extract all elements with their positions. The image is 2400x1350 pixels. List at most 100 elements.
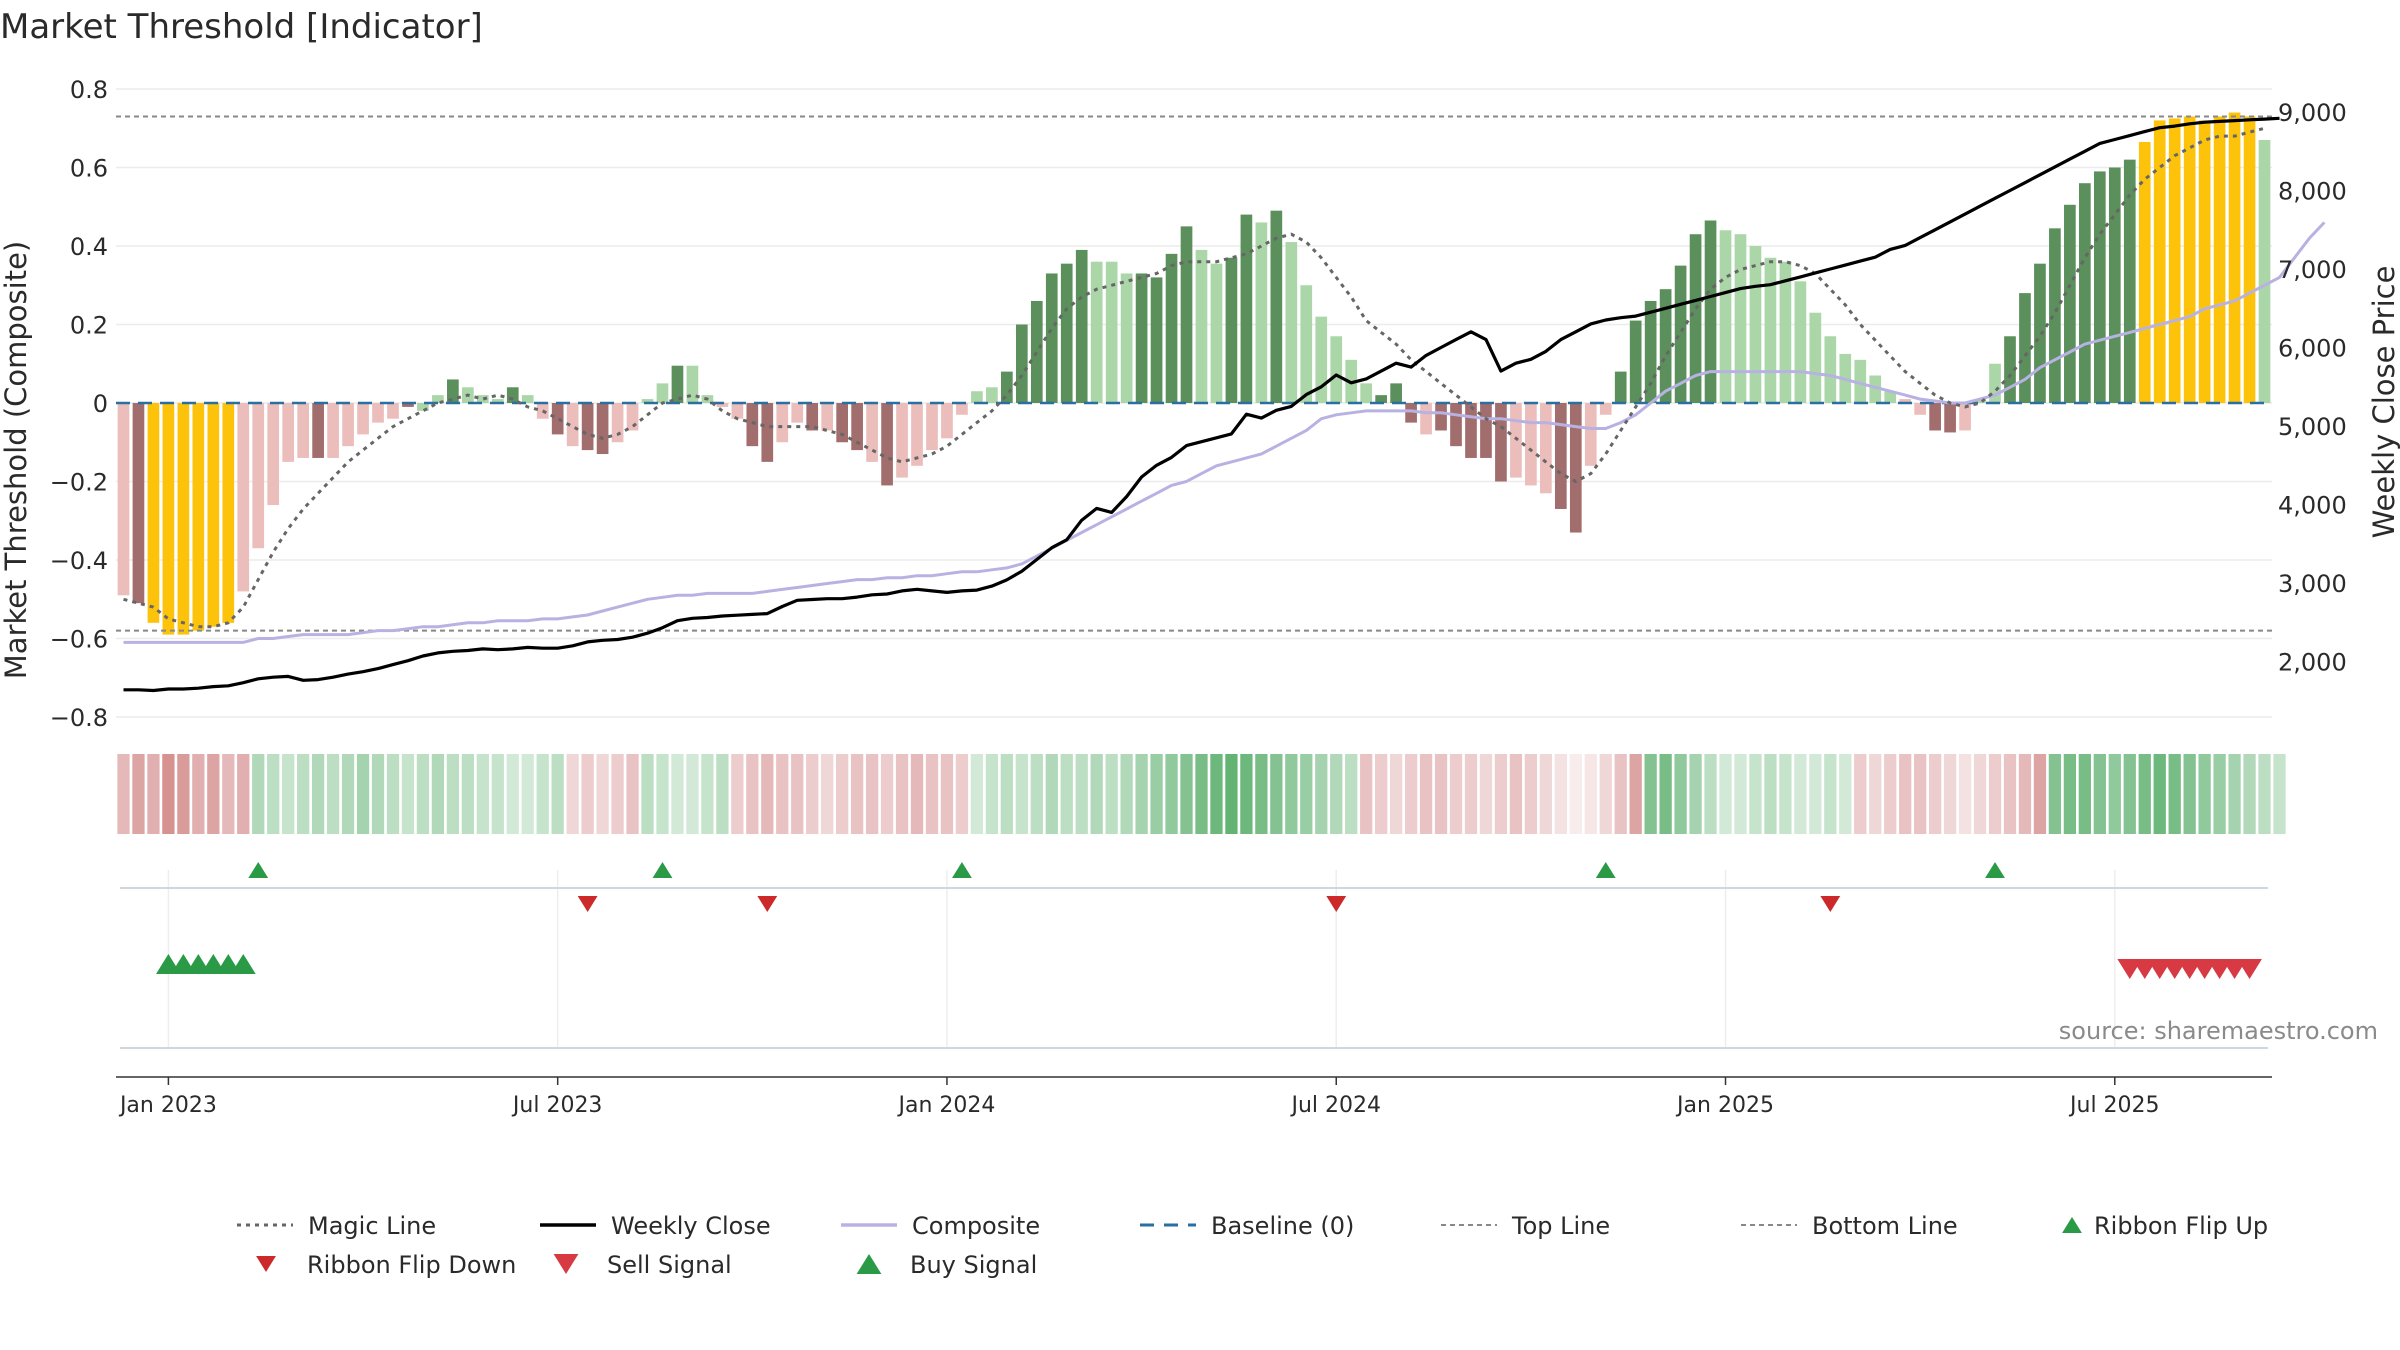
ribbon-cell bbox=[2018, 754, 2032, 834]
composite-bar bbox=[207, 403, 220, 627]
ribbon-cell bbox=[865, 754, 879, 834]
ribbon-cell bbox=[1659, 754, 1672, 834]
ribbon-cell bbox=[416, 754, 430, 834]
ribbon-cell bbox=[2213, 754, 2226, 834]
composite-bar bbox=[2093, 171, 2106, 403]
ribbon-cell bbox=[1509, 754, 1523, 834]
composite-bar bbox=[282, 403, 295, 462]
ribbon-cell bbox=[1914, 754, 1927, 834]
ribbon-cell bbox=[850, 754, 864, 834]
ribbon-cell bbox=[1824, 754, 1837, 834]
composite-bar bbox=[1629, 320, 1642, 403]
composite-bar bbox=[1540, 403, 1552, 494]
ribbon-cell bbox=[1015, 754, 1028, 834]
ribbon-cell bbox=[2108, 754, 2121, 834]
composite-bar bbox=[1375, 395, 1387, 403]
composite-bar bbox=[432, 395, 444, 403]
composite-bar bbox=[2079, 183, 2091, 403]
ribbon-cell bbox=[671, 754, 684, 834]
composite-bar bbox=[1390, 383, 1402, 403]
composite-bar bbox=[2183, 116, 2196, 403]
ribbon-cell bbox=[1449, 754, 1463, 834]
ribbon-cell bbox=[1105, 754, 1118, 834]
ribbon-cell bbox=[1854, 754, 1867, 834]
composite-bar bbox=[312, 403, 324, 458]
composite-bar bbox=[1749, 246, 1762, 403]
ribbon-cell bbox=[1494, 754, 1508, 834]
ribbon-cell bbox=[1404, 754, 1418, 834]
composite-bar bbox=[1210, 263, 1223, 403]
ribbon-cell bbox=[1973, 754, 1987, 834]
legend-label: Ribbon Flip Down bbox=[307, 1251, 516, 1279]
ribbon-cell bbox=[237, 754, 250, 834]
ribbon-cell bbox=[1569, 754, 1582, 834]
composite-bar bbox=[881, 403, 893, 486]
ribbon-cell bbox=[2168, 754, 2181, 834]
y-left-tick-label: 0.4 bbox=[70, 233, 108, 261]
composite-bar bbox=[866, 403, 878, 462]
y-left-tick-label: 0 bbox=[93, 390, 108, 418]
buy-signal-marker bbox=[230, 954, 256, 974]
composite-bar bbox=[1764, 257, 1777, 403]
y-left-tick-label: 0.2 bbox=[70, 312, 108, 340]
composite-bar bbox=[1075, 249, 1088, 403]
ribbon-cell bbox=[1809, 754, 1822, 834]
composite-bar bbox=[2019, 293, 2031, 403]
composite-bar bbox=[1959, 403, 1971, 431]
composite-bars bbox=[117, 112, 2271, 635]
composite-bar bbox=[1719, 230, 1732, 403]
composite-bar bbox=[327, 403, 339, 458]
legend-label: Sell Signal bbox=[607, 1251, 732, 1279]
ribbon-cell bbox=[1060, 754, 1073, 834]
ribbon-cell bbox=[1360, 754, 1373, 834]
composite-bar bbox=[686, 365, 699, 403]
composite-bar bbox=[2168, 118, 2181, 403]
ribbon-cell bbox=[611, 754, 624, 834]
y-axis-left: 0.8 0.6 0.4 0.2 0 −0.2 −0.4 −0.6 −0.8 bbox=[50, 76, 108, 732]
composite-bar bbox=[402, 403, 414, 407]
composite-bar bbox=[222, 403, 235, 623]
x-tick-label: Jan 2024 bbox=[897, 1093, 996, 1118]
composite-bar bbox=[1060, 263, 1073, 403]
composite-bar bbox=[1270, 210, 1283, 403]
composite-bar bbox=[1330, 336, 1343, 403]
ribbon-cell bbox=[925, 754, 939, 834]
ribbon-cell bbox=[566, 754, 579, 834]
ribbon-cell bbox=[2273, 754, 2286, 834]
composite-bar bbox=[476, 395, 489, 403]
ribbon-cell bbox=[1524, 754, 1538, 834]
composite-bar bbox=[761, 403, 774, 462]
composite-bar bbox=[1015, 324, 1028, 403]
ribbon-cell bbox=[1479, 754, 1493, 834]
legend-label: Buy Signal bbox=[910, 1251, 1037, 1279]
ribbon-cell bbox=[1764, 754, 1777, 834]
composite-bar bbox=[1240, 214, 1253, 403]
legend-label: Top Line bbox=[1511, 1212, 1610, 1240]
ribbon-cell bbox=[1958, 754, 1972, 834]
composite-bar bbox=[1869, 375, 1882, 403]
composite-bar bbox=[1480, 403, 1492, 458]
ribbon-cell bbox=[1270, 754, 1283, 834]
ribbon-cell bbox=[1689, 754, 1702, 834]
y-axis-right: 9,000 8,000 7,000 6,000 5,000 4,000 3,000 2,000 bbox=[2278, 99, 2347, 677]
ribbon-cell bbox=[940, 754, 954, 834]
ribbon-cell bbox=[2048, 754, 2062, 834]
ribbon-cell bbox=[1719, 754, 1732, 834]
grid-lines bbox=[116, 88, 2272, 1048]
ribbon-cell bbox=[297, 754, 310, 834]
composite-bar bbox=[1599, 403, 1612, 415]
composite-bar bbox=[1525, 403, 1537, 486]
ribbon-cell bbox=[1300, 754, 1313, 834]
composite-bar bbox=[671, 365, 684, 403]
ribbon-cell bbox=[1150, 754, 1163, 834]
ribbon-cell bbox=[761, 754, 774, 834]
composite-bar bbox=[656, 383, 669, 403]
ribbon-cell bbox=[1554, 754, 1567, 834]
ribbon-cell bbox=[386, 754, 400, 834]
y-left-tick-label: −0.6 bbox=[50, 626, 108, 654]
ribbon-cell bbox=[162, 754, 175, 834]
composite-bar bbox=[1794, 281, 1807, 403]
ribbon-cell bbox=[326, 754, 340, 834]
ribbon-cell bbox=[1120, 754, 1133, 834]
ribbon-cell bbox=[701, 754, 714, 834]
